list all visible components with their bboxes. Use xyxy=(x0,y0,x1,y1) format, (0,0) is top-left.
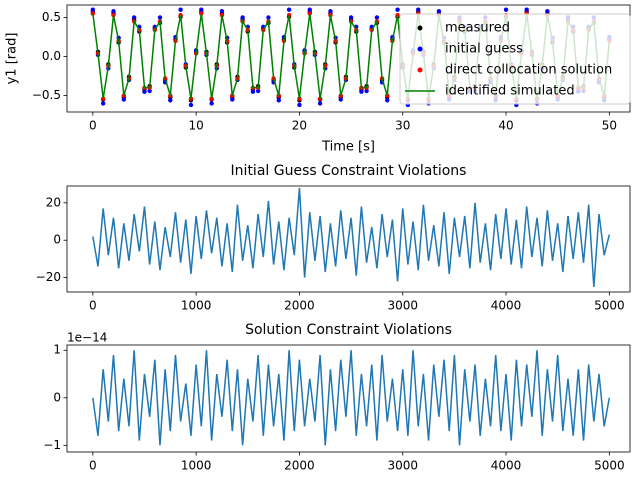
y-tick-label: 0.5 xyxy=(42,10,61,24)
axes-frame xyxy=(66,185,631,293)
x-tick-label: 0 xyxy=(89,459,97,473)
y-tick-label: −1 xyxy=(43,438,61,452)
data-point xyxy=(250,89,256,94)
data-line xyxy=(92,187,611,288)
data-point xyxy=(209,101,214,106)
y-tick-label: −20 xyxy=(36,270,61,284)
data-point xyxy=(178,7,183,12)
data-point xyxy=(317,101,323,106)
legend-marker xyxy=(417,25,423,31)
x-tick-label: 0 xyxy=(89,299,97,313)
data-point xyxy=(286,7,292,12)
x-tick-label: 30 xyxy=(395,119,410,133)
axes-title: Initial Guess Constraint Violations xyxy=(231,163,467,179)
data-point xyxy=(359,89,364,94)
data-point xyxy=(168,98,173,103)
data-point xyxy=(385,98,390,103)
legend-box xyxy=(399,13,631,105)
x-tick-label: 4000 xyxy=(491,299,522,313)
legend-label: direct collocation solution xyxy=(445,63,612,78)
data-point xyxy=(142,89,147,94)
data-point xyxy=(348,15,354,20)
x-tick-label: 40 xyxy=(498,119,513,133)
data-point xyxy=(328,9,333,14)
legend-label: measured xyxy=(445,21,510,36)
data-point xyxy=(276,98,281,103)
data-point xyxy=(266,15,271,20)
x-tick-label: 2000 xyxy=(284,459,315,473)
x-tick-label: 1000 xyxy=(181,299,212,313)
legend-marker xyxy=(417,46,423,52)
x-tick-label: 5000 xyxy=(594,459,625,473)
data-point xyxy=(157,15,163,20)
axes-frame xyxy=(66,344,631,453)
data-point xyxy=(240,15,245,20)
y-tick-label: 0.0 xyxy=(42,49,61,63)
y-axis-label: y1 [rad] xyxy=(5,33,20,85)
x-tick-label: 50 xyxy=(602,119,617,133)
x-tick-label: 4000 xyxy=(491,459,522,473)
legend-marker xyxy=(417,67,423,73)
data-point xyxy=(90,7,96,12)
y-tick-label: 0 xyxy=(53,233,61,247)
legend-label: identified simulated xyxy=(445,84,575,99)
x-tick-label: 3000 xyxy=(387,459,418,473)
legend: measured initial guess direct collocation … xyxy=(399,13,631,105)
data-point xyxy=(188,102,194,108)
data-point xyxy=(545,9,550,14)
x-tick-label: 2000 xyxy=(284,299,315,313)
data-line xyxy=(92,350,611,446)
data-point xyxy=(219,9,225,14)
legend-label: initial guess xyxy=(445,42,523,57)
data-point xyxy=(131,15,137,20)
data-point xyxy=(230,97,235,102)
y-tick-label: 20 xyxy=(46,195,61,209)
axes-title: Solution Constraint Violations xyxy=(245,322,452,338)
data-point xyxy=(364,88,369,94)
x-tick-label: 20 xyxy=(292,119,307,133)
data-point xyxy=(416,7,421,12)
x-tick-label: 0 xyxy=(89,119,97,133)
x-tick-label: 5000 xyxy=(594,299,625,313)
data-point xyxy=(395,7,400,12)
y-tick-label: 1 xyxy=(53,343,61,357)
x-axis-label: Time [s] xyxy=(321,140,375,155)
data-point xyxy=(307,7,312,12)
data-point xyxy=(297,102,302,108)
y-tick-label: −0.5 xyxy=(32,88,61,102)
data-point xyxy=(111,9,116,14)
data-point xyxy=(100,101,106,106)
data-point xyxy=(503,7,509,12)
data-point xyxy=(199,7,204,12)
data-point xyxy=(436,9,442,14)
data-point xyxy=(524,7,529,12)
data-point xyxy=(338,97,343,102)
data-point xyxy=(121,97,127,102)
x-tick-label: 10 xyxy=(188,119,203,133)
axis-offset-label: 1e−14 xyxy=(67,331,107,345)
x-tick-label: 1000 xyxy=(181,459,212,473)
data-point xyxy=(255,88,261,94)
data-point xyxy=(374,15,380,20)
x-tick-label: 3000 xyxy=(387,299,418,313)
data-point xyxy=(147,88,152,94)
y-tick-label: 0 xyxy=(53,390,61,404)
